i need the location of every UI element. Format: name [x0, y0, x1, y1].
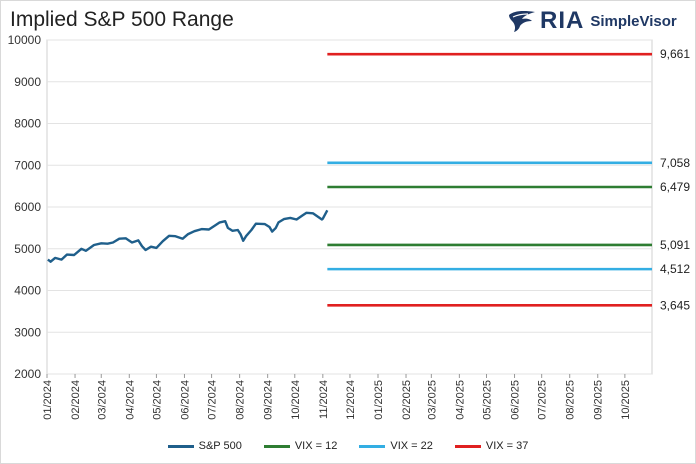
x-tick-label: 03/2025 — [426, 380, 438, 420]
x-tick-label: 09/2024 — [263, 380, 275, 420]
vix12-low-label: 5,091 — [660, 238, 690, 252]
y-tick-label: 8000 — [14, 117, 41, 131]
ria-simplevisor-logo: RIA SimpleVisor — [508, 7, 677, 34]
vix22-low-label: 4,512 — [660, 262, 690, 276]
legend-item: VIX = 22 — [359, 440, 433, 452]
legend-swatch — [454, 444, 481, 448]
y-tick-label: 5000 — [14, 242, 41, 256]
x-tick-label: 06/2025 — [510, 380, 522, 420]
x-tick-label: 02/2025 — [401, 380, 413, 420]
legend-label: S&P 500 — [198, 440, 242, 452]
x-tick-label: 05/2024 — [151, 380, 163, 420]
vix37-low-label: 3,645 — [660, 298, 690, 312]
x-tick-label: 10/2024 — [290, 380, 302, 420]
x-tick-label: 06/2024 — [179, 380, 191, 420]
legend-item: S&P 500 — [167, 440, 242, 452]
legend-swatch — [167, 444, 194, 448]
x-tick-label: 05/2025 — [482, 380, 494, 420]
x-tick-label: 12/2024 — [345, 380, 357, 420]
x-tick-label: 07/2025 — [537, 380, 549, 420]
legend-item: VIX = 12 — [263, 440, 338, 452]
vix37-high-label: 9,661 — [660, 47, 690, 61]
chart-title: Implied S&P 500 Range — [10, 8, 234, 31]
legend-label: VIX = 12 — [294, 440, 338, 452]
x-tick-label: 04/2025 — [454, 380, 466, 420]
legend-label: VIX = 37 — [485, 440, 529, 452]
x-tick-label: 01/2025 — [373, 380, 385, 420]
vix22-high-label: 7,058 — [660, 156, 690, 170]
legend-swatch — [359, 444, 386, 448]
y-tick-label: 4000 — [14, 284, 41, 298]
x-tick-label: 07/2024 — [207, 380, 219, 420]
x-tick-label: 08/2025 — [565, 380, 577, 420]
sp500-series-line — [47, 209, 329, 263]
x-tick-label: 03/2024 — [96, 380, 108, 420]
x-tick-label: 01/2024 — [42, 380, 54, 420]
x-tick-label: 09/2025 — [593, 380, 605, 420]
logo-ria-text: RIA — [540, 7, 585, 34]
eagle-icon — [509, 11, 535, 32]
chart-legend: S&P 500 VIX = 12 VIX = 22 VIX = 37 — [0, 440, 696, 452]
y-tick-label: 10000 — [8, 33, 42, 47]
legend-item: VIX = 37 — [454, 440, 529, 452]
y-tick-label: 9000 — [14, 75, 41, 89]
y-tick-label: 6000 — [14, 200, 41, 214]
x-tick-label: 08/2024 — [235, 380, 247, 420]
y-tick-label: 2000 — [14, 367, 41, 381]
x-tick-label: 10/2025 — [620, 380, 632, 420]
y-tick-label: 7000 — [14, 158, 41, 172]
y-tick-label: 3000 — [14, 325, 41, 339]
x-tick-label: 04/2024 — [124, 380, 136, 420]
x-tick-label: 02/2024 — [70, 380, 82, 420]
legend-label: VIX = 22 — [390, 440, 433, 452]
logo-simplevisor-text: SimpleVisor — [590, 12, 677, 30]
x-tick-label: 11/2024 — [318, 380, 330, 419]
vix12-high-label: 6,479 — [660, 180, 690, 194]
legend-swatch — [263, 444, 290, 448]
